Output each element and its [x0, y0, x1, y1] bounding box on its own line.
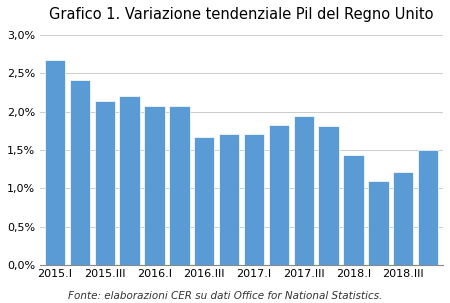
Bar [94, 101, 115, 265]
Bar [194, 137, 215, 265]
Bar [368, 181, 389, 265]
Bar [319, 126, 339, 265]
Bar [269, 125, 289, 265]
Bar [293, 115, 314, 265]
Bar [169, 105, 189, 265]
Bar [144, 105, 165, 265]
Bar [219, 134, 239, 265]
Bar [393, 172, 414, 265]
Bar [45, 59, 65, 265]
Bar [244, 134, 264, 265]
Bar [343, 155, 364, 265]
Title: Grafico 1. Variazione tendenziale Pil del Regno Unito: Grafico 1. Variazione tendenziale Pil de… [50, 7, 434, 22]
Text: Fonte: elaborazioni CER su dati Office for National Statistics.: Fonte: elaborazioni CER su dati Office f… [68, 291, 382, 301]
Bar [418, 150, 438, 265]
Bar [119, 96, 140, 265]
Bar [70, 80, 90, 265]
